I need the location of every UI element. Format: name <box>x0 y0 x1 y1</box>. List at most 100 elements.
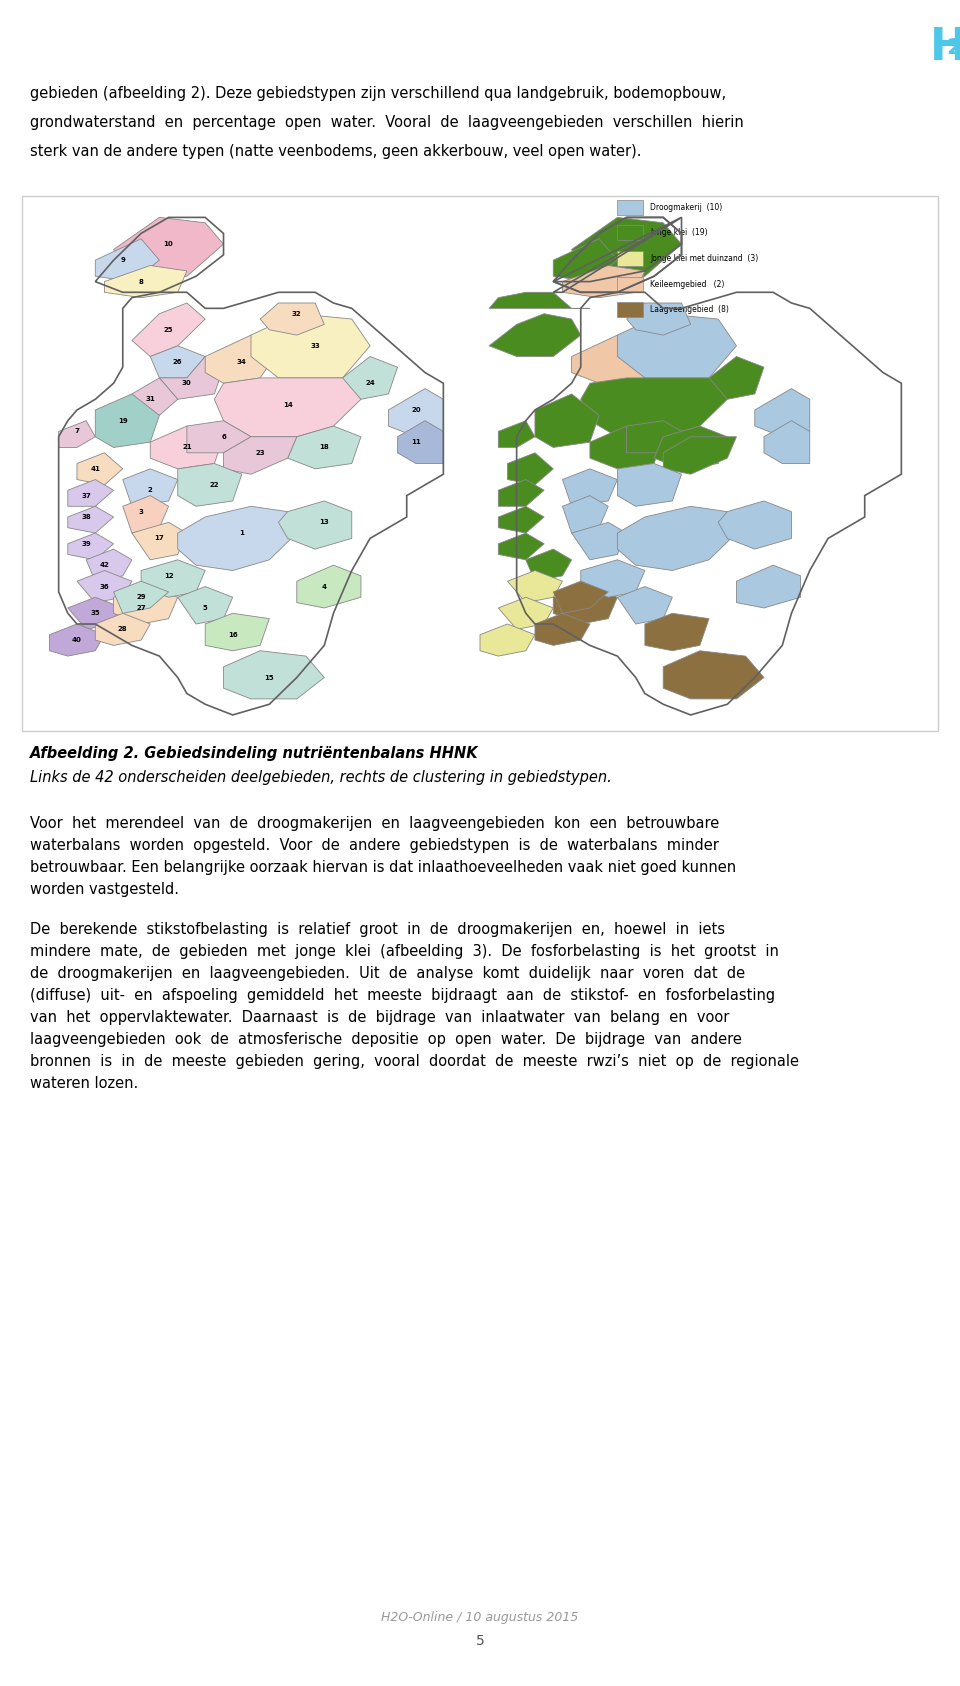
Polygon shape <box>654 427 728 469</box>
Text: 4: 4 <box>322 583 326 590</box>
Text: waterbalans  worden  opgesteld.  Voor  de  andere  gebiedstypen  is  de  waterba: waterbalans worden opgesteld. Voor de an… <box>30 838 719 853</box>
Polygon shape <box>77 570 132 602</box>
Text: 20: 20 <box>411 406 420 413</box>
Polygon shape <box>498 597 553 629</box>
Text: H2O-Online / 10 augustus 2015: H2O-Online / 10 augustus 2015 <box>381 1612 579 1624</box>
Text: 9: 9 <box>120 258 125 263</box>
Polygon shape <box>178 506 297 570</box>
Text: 2: 2 <box>946 39 960 57</box>
Text: 36: 36 <box>100 583 109 590</box>
Text: 35: 35 <box>90 610 100 617</box>
Polygon shape <box>389 388 444 437</box>
Bar <box>22 196 938 732</box>
Text: 33: 33 <box>310 342 320 349</box>
Bar <box>617 277 643 292</box>
Polygon shape <box>589 427 663 469</box>
Text: bronnen  is  in  de  meeste  gebieden  gering,  vooral  doordat  de  meeste  rwz: bronnen is in de meeste gebieden gering,… <box>30 1054 799 1069</box>
Polygon shape <box>224 437 297 474</box>
Polygon shape <box>617 506 736 570</box>
Polygon shape <box>764 422 810 464</box>
Polygon shape <box>260 303 324 336</box>
Text: 23: 23 <box>255 450 265 455</box>
Text: worden vastgesteld.: worden vastgesteld. <box>30 882 179 897</box>
Polygon shape <box>553 239 617 282</box>
Polygon shape <box>498 506 544 533</box>
Bar <box>617 302 643 317</box>
Polygon shape <box>278 501 351 550</box>
Text: mindere  mate,  de  gebieden  met  jonge  klei  (afbeelding  3).  De  fosforbela: mindere mate, de gebieden met jonge klei… <box>30 944 779 959</box>
Polygon shape <box>480 624 535 656</box>
Text: van  het  oppervlaktewater.  Daarnaast  is  de  bijdrage  van  inlaatwater  van : van het oppervlaktewater. Daarnaast is d… <box>30 1010 730 1025</box>
Polygon shape <box>68 533 113 560</box>
Polygon shape <box>123 496 169 533</box>
Polygon shape <box>95 239 159 282</box>
Polygon shape <box>508 454 553 486</box>
Text: 25: 25 <box>164 327 174 332</box>
Polygon shape <box>663 437 736 474</box>
Polygon shape <box>288 427 361 469</box>
Polygon shape <box>709 356 764 400</box>
Text: De  berekende  stikstofbelasting  is  relatief  groot  in  de  droogmakerijen  e: De berekende stikstofbelasting is relati… <box>30 922 725 937</box>
Polygon shape <box>553 587 617 624</box>
Text: 6: 6 <box>221 433 226 440</box>
Polygon shape <box>535 395 599 447</box>
Polygon shape <box>113 582 169 614</box>
Polygon shape <box>251 314 371 378</box>
Polygon shape <box>563 496 609 533</box>
Text: 16: 16 <box>228 632 237 637</box>
Text: 18: 18 <box>320 445 329 450</box>
Text: 10: 10 <box>164 241 174 248</box>
Polygon shape <box>498 533 544 560</box>
Polygon shape <box>50 624 105 656</box>
Text: 38: 38 <box>82 514 91 519</box>
Text: 17: 17 <box>155 536 164 541</box>
Text: 29: 29 <box>136 593 146 600</box>
Text: 12: 12 <box>164 573 174 578</box>
Polygon shape <box>490 292 589 309</box>
Polygon shape <box>571 523 627 560</box>
Polygon shape <box>736 565 801 609</box>
Text: Afbeelding 2. Gebiedsindeling nutriëntenbalans HHNK: Afbeelding 2. Gebiedsindeling nutriënten… <box>30 745 479 760</box>
Text: Links de 42 onderscheiden deelgebieden, rechts de clustering in gebiedstypen.: Links de 42 onderscheiden deelgebieden, … <box>30 771 612 786</box>
Polygon shape <box>113 587 178 624</box>
Polygon shape <box>159 356 224 400</box>
Polygon shape <box>59 422 95 447</box>
Polygon shape <box>141 560 205 597</box>
Polygon shape <box>132 523 187 560</box>
Polygon shape <box>68 506 113 533</box>
Polygon shape <box>617 587 672 624</box>
Polygon shape <box>397 422 444 464</box>
Polygon shape <box>498 479 544 506</box>
Polygon shape <box>627 422 690 454</box>
Polygon shape <box>151 427 224 469</box>
Polygon shape <box>86 550 132 582</box>
Text: Jonge klei  (19): Jonge klei (19) <box>650 228 708 238</box>
Text: Laagveengebied  (8): Laagveengebied (8) <box>650 305 730 315</box>
Polygon shape <box>508 570 563 602</box>
Polygon shape <box>187 422 251 454</box>
Polygon shape <box>755 388 810 437</box>
Bar <box>617 199 643 214</box>
Polygon shape <box>553 582 609 614</box>
Polygon shape <box>178 464 242 506</box>
Polygon shape <box>343 356 397 400</box>
Polygon shape <box>205 336 278 383</box>
Polygon shape <box>297 565 361 609</box>
Text: Keileemgebied   (2): Keileemgebied (2) <box>650 280 725 288</box>
Polygon shape <box>490 314 581 356</box>
Text: Droogmakerij  (10): Droogmakerij (10) <box>650 202 723 212</box>
Text: 7: 7 <box>75 428 80 435</box>
Text: Jonge klei met duinzand  (3): Jonge klei met duinzand (3) <box>650 255 758 263</box>
Text: 42: 42 <box>100 561 109 568</box>
Polygon shape <box>718 501 791 550</box>
Polygon shape <box>68 479 113 506</box>
Polygon shape <box>535 614 589 646</box>
Text: 13: 13 <box>320 519 329 526</box>
Text: gebieden (afbeelding 2). Deze gebiedstypen zijn verschillend qua landgebruik, bo: gebieden (afbeelding 2). Deze gebiedstyp… <box>30 86 726 101</box>
Text: 26: 26 <box>173 359 182 364</box>
Text: 15: 15 <box>265 674 275 681</box>
Polygon shape <box>617 314 736 378</box>
Text: 37: 37 <box>82 492 91 499</box>
Polygon shape <box>132 303 205 356</box>
Polygon shape <box>563 266 645 298</box>
